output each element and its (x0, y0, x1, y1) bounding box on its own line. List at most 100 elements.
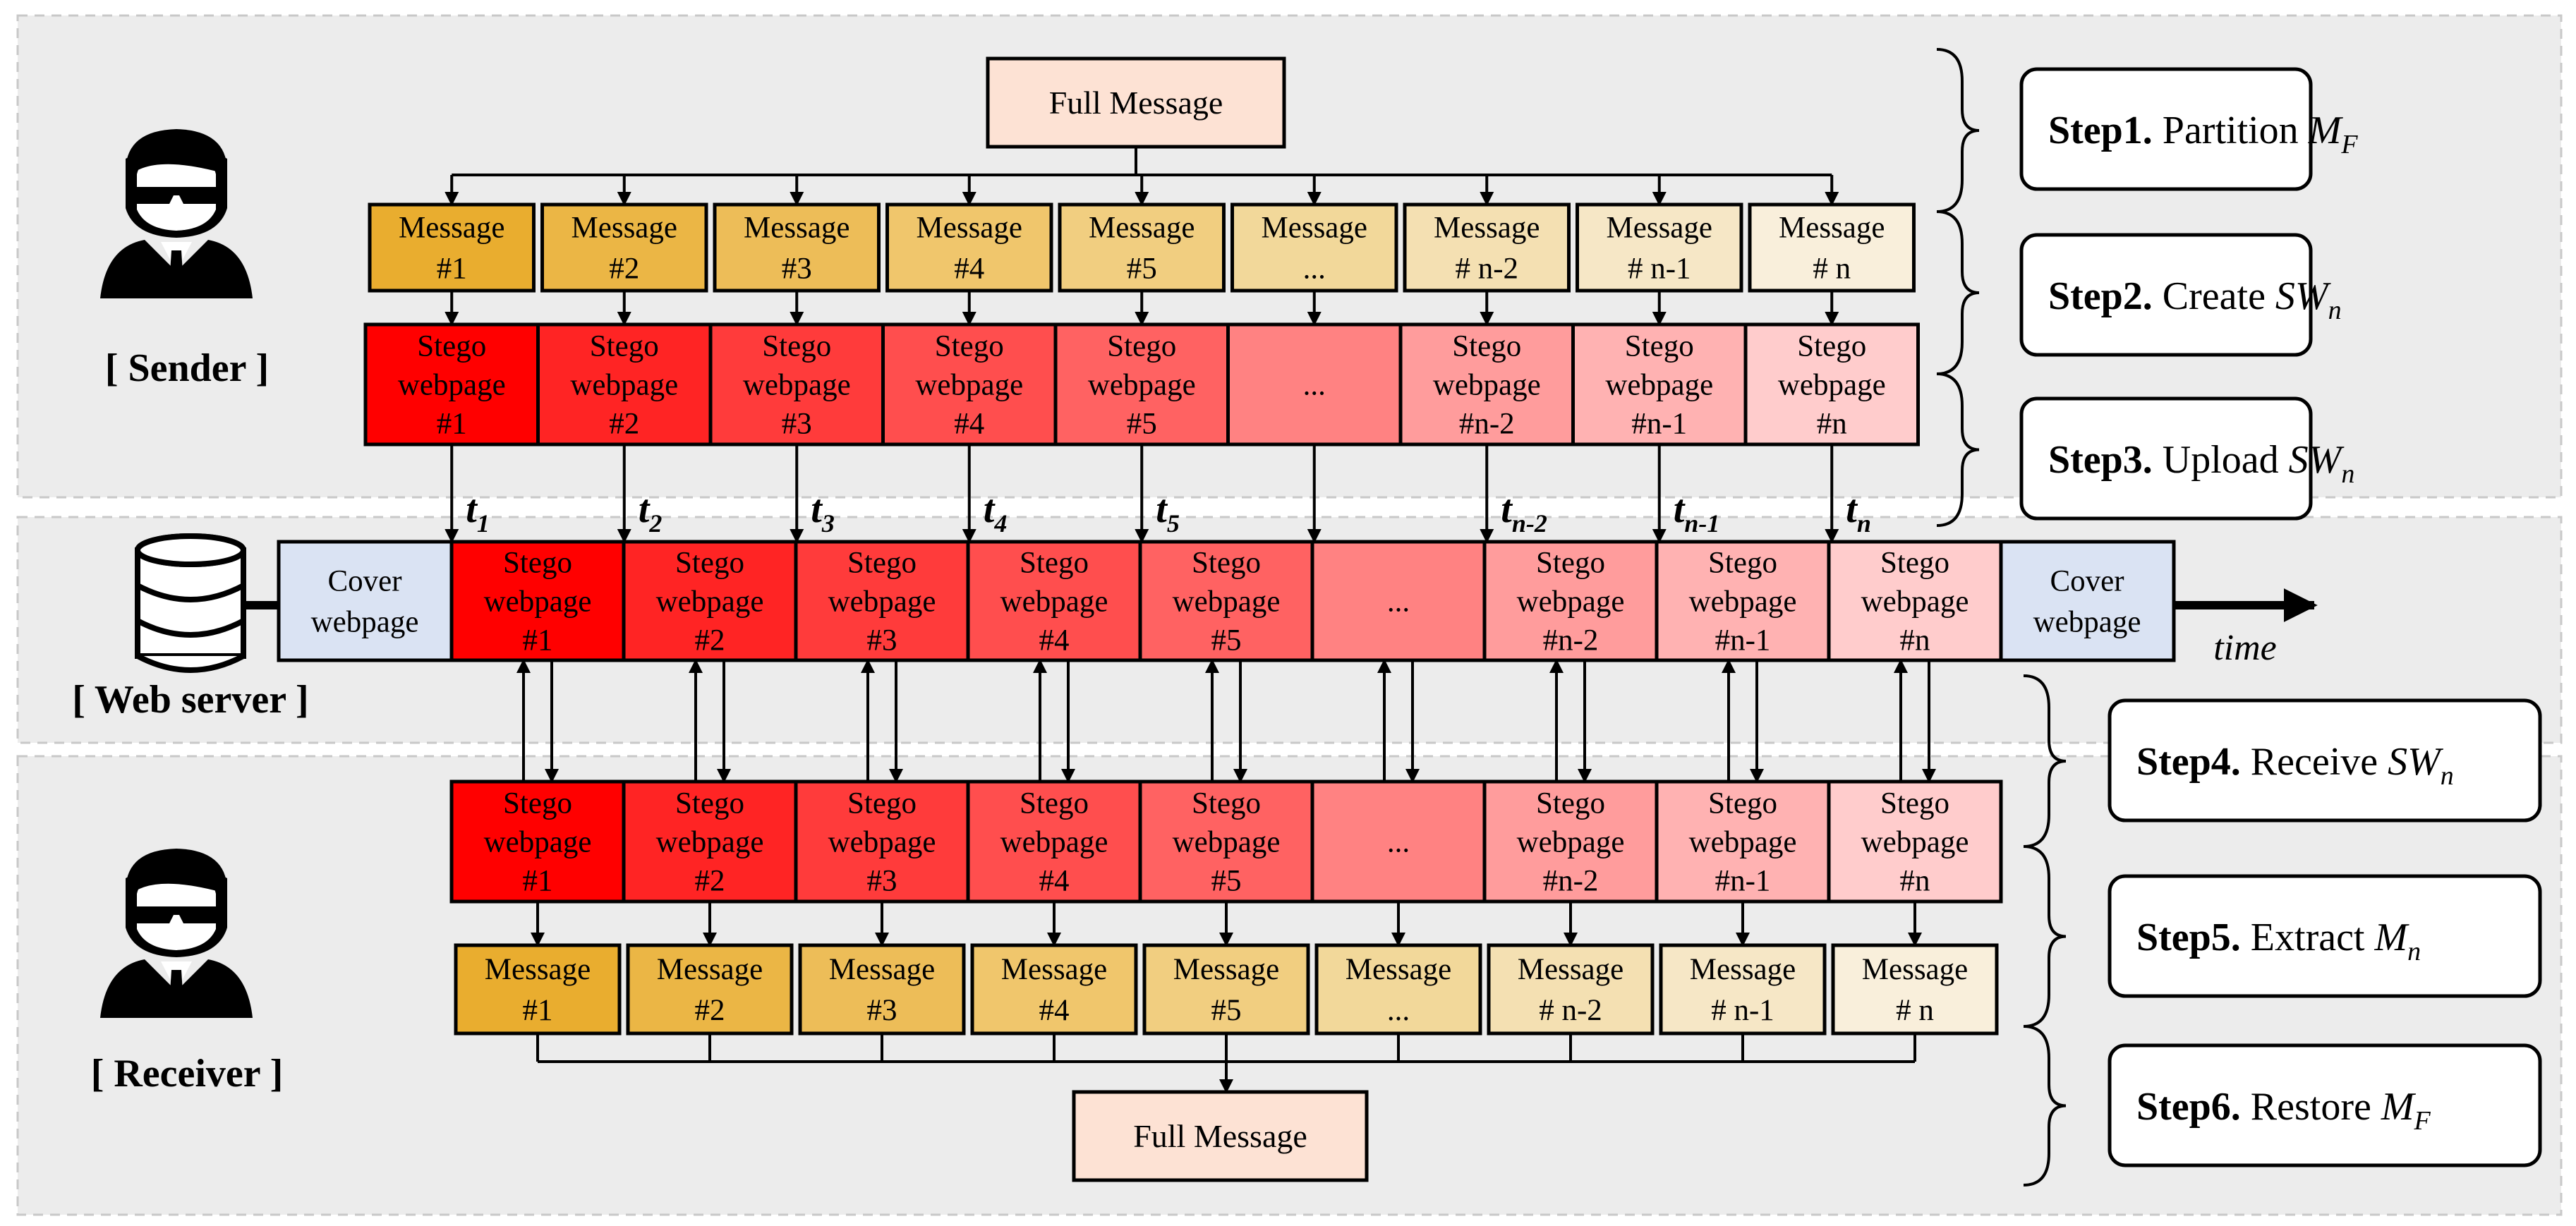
receiver-stego-label: Stego webpage #n-1 (1689, 787, 1797, 898)
receiver-stego-box (1310, 779, 1487, 904)
receiver-stego-box (1655, 779, 1831, 904)
receiver-message-label: Message #1 (485, 953, 591, 1027)
time-point-label: t3 (811, 487, 835, 538)
sender-stego-box (881, 322, 1058, 447)
receiver-stego-label: Stego webpage #1 (484, 787, 592, 898)
sender-message-label: Message #2 (572, 212, 677, 286)
step4-box-label: Step4. Receive SWn (2136, 740, 2454, 791)
sender-stego-label: Stego webpage #2 (570, 330, 678, 441)
sender-person-icon (100, 129, 253, 298)
sender-stego-box (1743, 322, 1920, 447)
receiver-message-box (970, 943, 1138, 1036)
cover-webpage-left (277, 540, 454, 662)
step1-box (2019, 67, 2313, 191)
receiver-full-message-box (1072, 1090, 1369, 1182)
database-icon (135, 533, 246, 673)
time-label: time (2213, 628, 2277, 668)
receiver-message-label: Message #3 (829, 953, 935, 1027)
receiver-stego-label: ... (1387, 826, 1410, 859)
step1-brace (1936, 48, 1980, 213)
receiver-message-label: Message #5 (1173, 953, 1279, 1027)
step6-box (2108, 1043, 2542, 1167)
sender-stego-label: ... (1303, 369, 1326, 402)
sender-stego-label: Stego webpage #4 (915, 330, 1023, 441)
sender-message-box (368, 202, 536, 293)
receiver-message-label: Message # n-1 (1690, 953, 1796, 1027)
cover-webpage-right-label: Cover webpage (2033, 565, 2141, 639)
sender-stego-label: Stego webpage #n-1 (1605, 330, 1713, 441)
sender-stego-box (1398, 322, 1575, 447)
sender-message-label: Message # n-2 (1434, 212, 1540, 286)
receiver-stego-label: Stego webpage #n (1861, 787, 1969, 898)
receiver-message-box (1659, 943, 1827, 1036)
receiver-message-box (626, 943, 794, 1036)
receiver-person-icon (100, 849, 253, 1018)
step2-box-label: Step2. Create SWn (2048, 274, 2342, 325)
receiver-stego-label: Stego webpage #4 (1000, 787, 1108, 898)
server-stego-label: Stego webpage #2 (656, 547, 764, 657)
receiver-stego-label: Stego webpage #5 (1173, 787, 1281, 898)
server-stego-label: Stego webpage #1 (484, 547, 592, 657)
receiver-stego-box (1482, 779, 1659, 904)
receiver-stego-box (1827, 779, 2003, 904)
receiver-stego-label: Stego webpage #n-2 (1517, 787, 1625, 898)
sender-message-box (885, 202, 1053, 293)
server-stego-box (1482, 540, 1659, 662)
sender-message-label: Message # n-1 (1607, 212, 1712, 286)
sender-stego-label: Stego webpage #n (1778, 330, 1886, 441)
sender-message-label: Message... (1262, 212, 1367, 286)
sender-message-label: Message # n (1779, 212, 1885, 286)
receiver-stego-box (622, 779, 798, 904)
step2-box (2019, 233, 2313, 357)
server-stego-label: Stego webpage #4 (1000, 547, 1108, 657)
receiver-stego-box (794, 779, 970, 904)
sender-message-box (1748, 202, 1916, 293)
time-point-label: t5 (1156, 487, 1180, 538)
time-point-label: t4 (984, 487, 1008, 538)
step4-box (2108, 698, 2542, 823)
time-point-label: t2 (639, 487, 663, 538)
sender-stego-box (708, 322, 885, 447)
sender-label: [ Sender ] (105, 346, 269, 390)
sender-stego-label: Stego webpage #1 (398, 330, 506, 441)
receiver-label: [ Receiver ] (91, 1052, 284, 1095)
step3-box-label: Step3. Upload SWn (2048, 438, 2354, 489)
time-point-label: tn-2 (1501, 487, 1547, 538)
step3-brace (1936, 372, 1980, 527)
receiver-stego-box (966, 779, 1142, 904)
receiver-message-box (454, 943, 622, 1036)
server-stego-box (1655, 540, 1831, 662)
server-stego-label: Stego webpage #n (1861, 547, 1969, 657)
server-stego-box (449, 540, 626, 662)
server-stego-label: Stego webpage #n-1 (1689, 547, 1797, 657)
sender-stego-label: Stego webpage #n-2 (1433, 330, 1541, 441)
step5-box (2108, 874, 2542, 998)
server-stego-label: Stego webpage #n-2 (1517, 547, 1625, 657)
server-stego-box (1310, 540, 1487, 662)
receiver-message-label: Message #4 (1001, 953, 1107, 1027)
time-point-label: t1 (466, 487, 490, 538)
step2-brace (1936, 210, 1980, 375)
receiver-message-label: Message #2 (657, 953, 763, 1027)
receiver-message-label: Message # n (1862, 953, 1968, 1027)
receiver-full-message-label: Full Message (1133, 1118, 1307, 1154)
sender-message-box (1576, 202, 1743, 293)
sender-stego-label: Stego webpage #5 (1088, 330, 1196, 441)
sender-stego-label: Stego webpage #3 (743, 330, 851, 441)
step3-box (2019, 396, 2313, 521)
cover-webpage-left-label: Cover webpage (311, 565, 419, 639)
receiver-message-label: Message... (1346, 953, 1451, 1027)
step1-box-label: Step1. Partition MF (2048, 109, 2358, 159)
step6-box-label: Step6. Restore MF (2136, 1085, 2431, 1136)
step4-brace (2023, 674, 2067, 848)
time-point-label: tn-1 (1674, 487, 1720, 538)
receiver-message-label: Message # n-2 (1518, 953, 1623, 1027)
step5-box-label: Step5. Extract Mn (2136, 916, 2421, 966)
server-stego-box (622, 540, 798, 662)
time-point-label: tn (1846, 487, 1871, 538)
step5-brace (2023, 845, 2067, 1028)
sender-full-message-label: Full Message (1049, 85, 1223, 121)
cover-webpage-right (1999, 540, 2176, 662)
